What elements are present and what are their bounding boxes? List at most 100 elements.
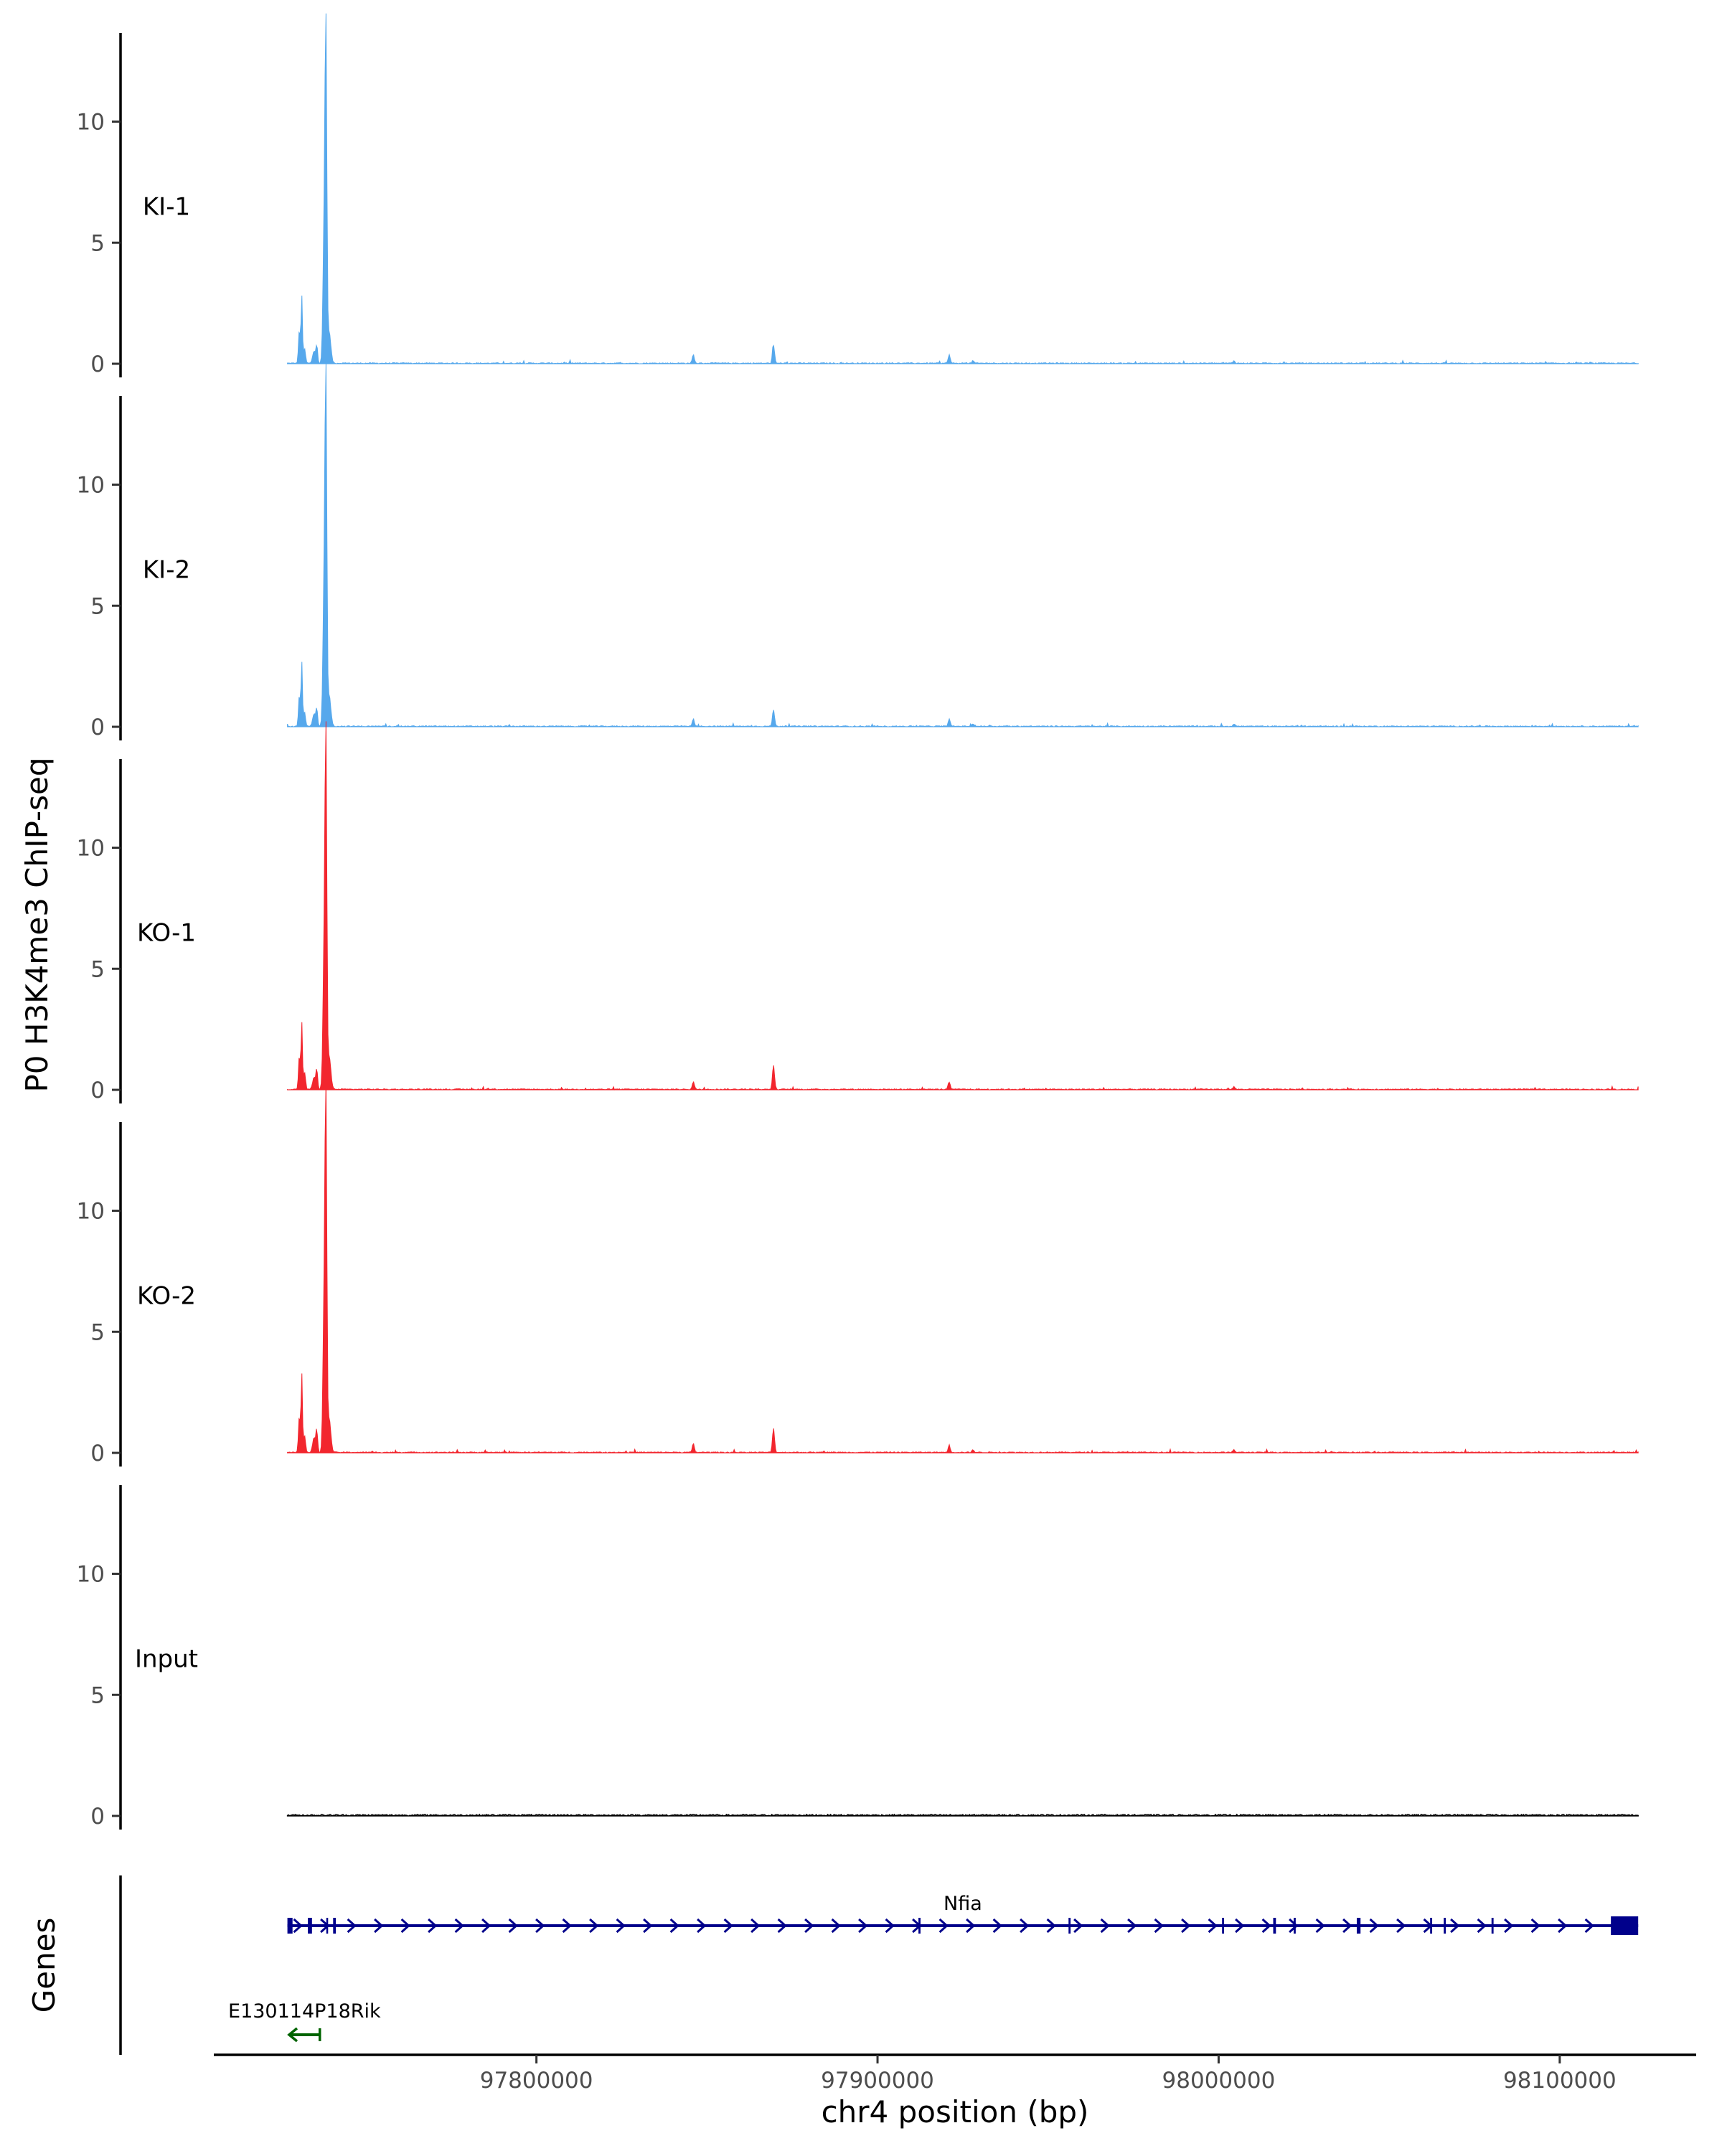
strand-chevron <box>669 1918 679 1934</box>
signal-area <box>287 721 1639 1091</box>
y-tick-label: 0 <box>90 352 105 377</box>
strand-chevron <box>1450 1918 1460 1934</box>
signal-area <box>287 13 1639 364</box>
exon-block <box>1294 1918 1296 1934</box>
strand-chevron <box>1127 1918 1137 1934</box>
strand-chevron <box>858 1918 868 1934</box>
strand-chevron <box>1504 1918 1514 1934</box>
strand-chevron <box>697 1918 707 1934</box>
y-tick-label: 10 <box>77 110 105 136</box>
y-axis-title: P0 H3K4me3 ChIP-seq <box>19 757 55 1092</box>
y-tick-label: 5 <box>90 593 105 619</box>
track-ki-1: 0 5 10 KI-1 <box>77 13 1639 377</box>
y-tick-label: 0 <box>90 1804 105 1830</box>
exon-block <box>1273 1918 1276 1934</box>
strand-chevron <box>347 1918 357 1934</box>
gene-nfia: Nfia <box>287 1893 1639 1935</box>
x-axis-title: chr4 position (bp) <box>822 2094 1089 2129</box>
strand-chevron <box>777 1918 787 1934</box>
strand-chevron <box>1584 1918 1594 1934</box>
strand-chevron <box>804 1918 814 1934</box>
exon-block <box>918 1918 921 1934</box>
strand-chevron <box>508 1918 518 1934</box>
x-tick-label: 98100000 <box>1503 2068 1617 2094</box>
strand-chevron <box>1342 1918 1352 1934</box>
strand-arrow <box>287 2027 298 2043</box>
strand-chevron <box>1369 1918 1379 1934</box>
track-ko-1: 0 5 10 KO-1 <box>77 721 1639 1103</box>
y-tick-label: 5 <box>90 1319 105 1345</box>
gene-e130114p18rik: E130114P18Rik <box>228 2000 381 2043</box>
strand-chevron <box>374 1918 384 1934</box>
exon-block <box>326 1918 329 1934</box>
track-label: KO-2 <box>137 1282 196 1311</box>
y-tick-label: 0 <box>90 1441 105 1467</box>
strand-chevron <box>1181 1918 1191 1934</box>
track-input: 0 5 10 Input <box>77 1485 1639 1830</box>
signal-area <box>287 364 1639 728</box>
signal-area <box>287 1080 1639 1454</box>
strand-chevron <box>831 1918 841 1934</box>
exon-block <box>1444 1918 1446 1934</box>
strand-chevron <box>1154 1918 1164 1934</box>
strand-chevron <box>1396 1918 1406 1934</box>
exon-block <box>1068 1918 1071 1934</box>
y-tick-label: 0 <box>90 1078 105 1103</box>
strand-chevron <box>481 1918 491 1934</box>
y-tick-label: 10 <box>77 1562 105 1588</box>
strand-chevron <box>643 1918 653 1934</box>
strand-chevron <box>966 1918 976 1934</box>
strand-chevron <box>1235 1918 1245 1934</box>
strand-chevron <box>293 1918 303 1934</box>
strand-chevron <box>1289 1918 1299 1934</box>
y-tick-label: 0 <box>90 715 105 740</box>
track-label: KO-1 <box>137 919 196 948</box>
gene-label: Nfia <box>944 1893 982 1915</box>
strand-chevron <box>400 1918 410 1934</box>
y-tick-label: 10 <box>77 473 105 499</box>
track-label: Input <box>135 1645 198 1674</box>
strand-chevron <box>1261 1918 1271 1934</box>
strand-chevron <box>938 1918 949 1934</box>
x-tick-label: 98000000 <box>1162 2068 1276 2094</box>
y-tick-label: 5 <box>90 1682 105 1708</box>
exon-block <box>333 1918 337 1934</box>
x-tick-label: 97900000 <box>821 2068 934 2094</box>
strand-chevron <box>1020 1918 1030 1934</box>
strand-chevron <box>1073 1918 1083 1934</box>
strand-chevron <box>1315 1918 1325 1934</box>
strand-chevron <box>751 1918 761 1934</box>
strand-chevron <box>1208 1918 1218 1934</box>
exon-block <box>1491 1918 1494 1934</box>
signal-area <box>286 1813 1639 1817</box>
strand-chevron <box>992 1918 1002 1934</box>
strand-chevron <box>1046 1918 1056 1934</box>
track-ki-2: 0 5 10 KI-2 <box>77 364 1639 740</box>
strand-chevron <box>616 1918 626 1934</box>
track-label: KI-1 <box>143 193 190 222</box>
strand-chevron <box>1100 1918 1110 1934</box>
strand-chevron <box>428 1918 438 1934</box>
strand-chevron <box>723 1918 733 1934</box>
strand-chevron <box>1558 1918 1568 1934</box>
exon-block <box>1430 1918 1433 1934</box>
strand-chevron <box>562 1918 572 1934</box>
x-tick-label: 97800000 <box>480 2068 593 2094</box>
exon-block <box>1611 1916 1639 1935</box>
exon-block <box>1356 1918 1361 1934</box>
track-ko-2: 0 5 10 KO-2 <box>77 1080 1639 1467</box>
gene-label: E130114P18Rik <box>228 2000 381 2023</box>
exon-block <box>287 1918 293 1934</box>
strand-chevron <box>1477 1918 1487 1934</box>
y-tick-label: 10 <box>77 836 105 862</box>
track-label: KI-2 <box>143 556 190 585</box>
exon-block <box>1222 1918 1225 1934</box>
y-tick-label: 10 <box>77 1199 105 1225</box>
strand-chevron <box>535 1918 545 1934</box>
strand-chevron <box>1530 1918 1540 1934</box>
genes-track-title: Genes <box>27 1918 62 2013</box>
strand-chevron <box>454 1918 464 1934</box>
strand-chevron <box>589 1918 599 1934</box>
